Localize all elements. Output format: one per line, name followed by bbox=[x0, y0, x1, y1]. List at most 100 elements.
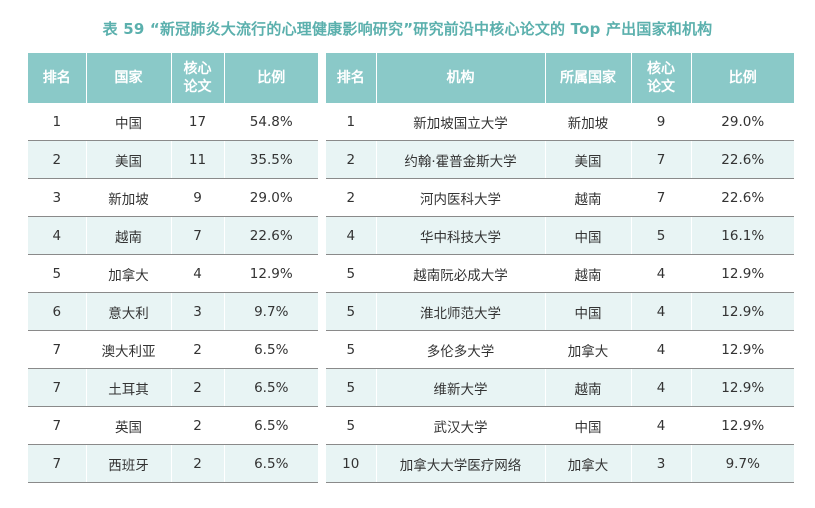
cell-rank: 2 bbox=[28, 140, 87, 179]
cell-institution: 约翰·霍普金斯大学 bbox=[376, 140, 546, 179]
cell-institution: 多伦多大学 bbox=[376, 330, 546, 369]
country-table: 排名 国家 核心 论文 比例 1 中国 17 54.8% 2 美国 11 35.5% 3 新加坡 9… bbox=[28, 53, 318, 483]
table-row: 1 新加坡国立大学 新加坡 9 29.0% bbox=[326, 103, 794, 141]
cell-ratio: 16.1% bbox=[691, 216, 794, 255]
cell-papers: 7 bbox=[631, 140, 692, 179]
table-row: 2 约翰·霍普金斯大学 美国 7 22.6% bbox=[326, 140, 794, 179]
table-row: 5 武汉大学 中国 4 12.9% bbox=[326, 406, 794, 445]
cell-country: 西班牙 bbox=[86, 444, 172, 483]
cell-ratio: 22.6% bbox=[224, 216, 318, 255]
cell-country: 美国 bbox=[86, 140, 172, 179]
cell-ratio: 29.0% bbox=[224, 178, 318, 217]
cell-rank: 3 bbox=[28, 178, 87, 217]
cell-country: 中国 bbox=[545, 292, 632, 331]
cell-country: 加拿大 bbox=[545, 444, 632, 483]
table-row: 7 英国 2 6.5% bbox=[28, 406, 318, 445]
cell-ratio: 35.5% bbox=[224, 140, 318, 179]
cell-papers: 4 bbox=[631, 406, 692, 445]
cell-ratio: 29.0% bbox=[691, 103, 794, 141]
header-ratio: 比例 bbox=[224, 53, 318, 103]
cell-papers: 9 bbox=[631, 103, 692, 141]
cell-papers: 3 bbox=[171, 292, 225, 331]
header-core-papers: 核心 论文 bbox=[631, 53, 692, 103]
header-core-papers-line2: 论文 bbox=[183, 79, 212, 95]
cell-papers: 9 bbox=[171, 178, 225, 217]
cell-papers: 4 bbox=[631, 368, 692, 407]
table-row: 7 土耳其 2 6.5% bbox=[28, 368, 318, 407]
cell-papers: 11 bbox=[171, 140, 225, 179]
cell-ratio: 12.9% bbox=[691, 330, 794, 369]
cell-institution: 越南阮必成大学 bbox=[376, 254, 546, 293]
cell-rank: 1 bbox=[326, 103, 377, 141]
country-table-header: 排名 国家 核心 论文 比例 bbox=[28, 53, 318, 103]
cell-ratio: 54.8% bbox=[224, 103, 318, 141]
cell-country: 加拿大 bbox=[545, 330, 632, 369]
cell-ratio: 22.6% bbox=[691, 140, 794, 179]
cell-papers: 17 bbox=[171, 103, 225, 141]
table-title: 表 59 “新冠肺炎大流行的心理健康影响研究”研究前沿中核心论文的 Top 产出… bbox=[102, 20, 713, 38]
cell-country: 土耳其 bbox=[86, 368, 172, 407]
cell-papers: 7 bbox=[631, 178, 692, 217]
cell-rank: 5 bbox=[326, 292, 377, 331]
cell-country: 英国 bbox=[86, 406, 172, 445]
cell-ratio: 9.7% bbox=[691, 444, 794, 483]
cell-rank: 2 bbox=[326, 178, 377, 217]
institution-table: 排名 机构 所属国家 核心 论文 比例 1 新加坡国立大学 新加坡 9 29.0% 2 约翰… bbox=[326, 53, 794, 483]
header-core-papers: 核心 论文 bbox=[171, 53, 225, 103]
header-core-papers-line1: 核心 bbox=[647, 61, 675, 77]
cell-country: 越南 bbox=[545, 178, 632, 217]
cell-rank: 7 bbox=[28, 444, 87, 483]
cell-rank: 4 bbox=[326, 216, 377, 255]
cell-country: 越南 bbox=[545, 254, 632, 293]
cell-ratio: 12.9% bbox=[691, 368, 794, 407]
cell-papers: 2 bbox=[171, 368, 225, 407]
cell-rank: 2 bbox=[326, 140, 377, 179]
cell-institution: 维新大学 bbox=[376, 368, 546, 407]
table-row: 7 澳大利亚 2 6.5% bbox=[28, 330, 318, 369]
table-row: 1 中国 17 54.8% bbox=[28, 103, 318, 141]
cell-rank: 7 bbox=[28, 330, 87, 369]
cell-rank: 5 bbox=[326, 330, 377, 369]
table-row: 3 新加坡 9 29.0% bbox=[28, 178, 318, 217]
cell-country: 加拿大 bbox=[86, 254, 172, 293]
table-row: 4 越南 7 22.6% bbox=[28, 216, 318, 255]
cell-papers: 4 bbox=[631, 330, 692, 369]
cell-papers: 4 bbox=[171, 254, 225, 293]
header-country: 所属国家 bbox=[545, 53, 632, 103]
cell-country: 越南 bbox=[86, 216, 172, 255]
cell-papers: 7 bbox=[171, 216, 225, 255]
table-row: 5 多伦多大学 加拿大 4 12.9% bbox=[326, 330, 794, 369]
table-row: 4 华中科技大学 中国 5 16.1% bbox=[326, 216, 794, 255]
cell-papers: 2 bbox=[171, 444, 225, 483]
cell-rank: 5 bbox=[28, 254, 87, 293]
cell-papers: 4 bbox=[631, 254, 692, 293]
cell-institution: 河内医科大学 bbox=[376, 178, 546, 217]
cell-country: 越南 bbox=[545, 368, 632, 407]
cell-rank: 4 bbox=[28, 216, 87, 255]
cell-country: 新加坡 bbox=[86, 178, 172, 217]
header-institution: 机构 bbox=[376, 53, 546, 103]
cell-ratio: 22.6% bbox=[691, 178, 794, 217]
table-row: 5 越南阮必成大学 越南 4 12.9% bbox=[326, 254, 794, 293]
table-row: 2 美国 11 35.5% bbox=[28, 140, 318, 179]
table-row: 7 西班牙 2 6.5% bbox=[28, 444, 318, 483]
header-core-papers-line1: 核心 bbox=[183, 61, 212, 77]
cell-country: 中国 bbox=[545, 216, 632, 255]
cell-ratio: 6.5% bbox=[224, 406, 318, 445]
table-row: 5 维新大学 越南 4 12.9% bbox=[326, 368, 794, 407]
cell-institution: 华中科技大学 bbox=[376, 216, 546, 255]
cell-ratio: 12.9% bbox=[224, 254, 318, 293]
header-core-papers-line2: 论文 bbox=[647, 79, 675, 95]
header-ratio: 比例 bbox=[691, 53, 794, 103]
cell-papers: 5 bbox=[631, 216, 692, 255]
cell-rank: 1 bbox=[28, 103, 87, 141]
cell-country: 意大利 bbox=[86, 292, 172, 331]
cell-rank: 5 bbox=[326, 406, 377, 445]
cell-rank: 5 bbox=[326, 254, 377, 293]
cell-ratio: 6.5% bbox=[224, 330, 318, 369]
cell-papers: 4 bbox=[631, 292, 692, 331]
cell-ratio: 9.7% bbox=[224, 292, 318, 331]
cell-institution: 加拿大大学医疗网络 bbox=[376, 444, 546, 483]
institution-table-header: 排名 机构 所属国家 核心 论文 比例 bbox=[326, 53, 794, 103]
cell-ratio: 6.5% bbox=[224, 444, 318, 483]
